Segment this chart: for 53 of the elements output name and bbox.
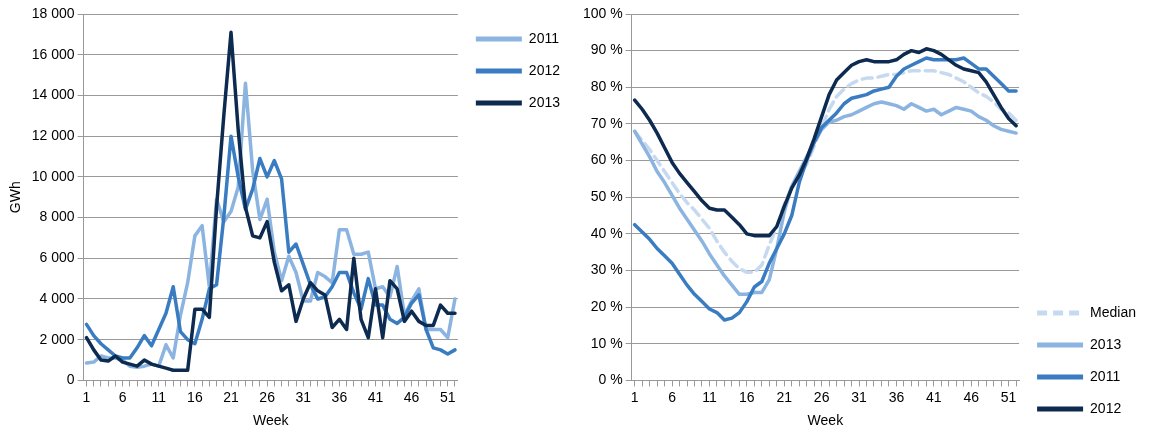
x-tick-label: 31: [851, 388, 868, 405]
y-tick-label: 50 %: [590, 188, 623, 205]
x-tick-label: 46: [403, 388, 420, 405]
y-tick-label: 12 000: [31, 126, 75, 143]
x-axis-title: Week: [807, 412, 845, 429]
x-tick-label: 1: [630, 388, 639, 405]
x-tick-label: 46: [963, 388, 980, 405]
y-tick-label: 60 %: [590, 151, 623, 168]
y-tick-label: 40 %: [590, 224, 623, 241]
y-tick-label: 6 000: [39, 249, 75, 266]
x-tick-label: 51: [1000, 388, 1017, 405]
x-tick-label: 6: [668, 388, 677, 405]
y-tick-label: 16 000: [31, 45, 75, 62]
x-tick-label: 31: [295, 388, 312, 405]
x-tick-label: 41: [926, 388, 942, 405]
y-tick-label: 4 000: [39, 289, 75, 306]
legend-label: 2013: [1090, 335, 1122, 352]
y-tick-label: 100 %: [582, 4, 623, 21]
y-tick-label: 90 %: [590, 41, 623, 58]
y-tick-label: 30 %: [590, 261, 623, 278]
x-tick-label: 26: [259, 388, 276, 405]
x-tick-label: 51: [439, 388, 456, 405]
y-tick-label: 18 000: [31, 4, 75, 21]
legend-label: 2011: [528, 29, 560, 46]
x-tick-label: 16: [739, 388, 755, 405]
x-tick-label: 26: [813, 388, 830, 405]
y-tick-label: 10 000: [31, 167, 75, 184]
y-tick-label: 0 %: [598, 371, 623, 388]
x-tick-label: 36: [888, 388, 905, 405]
x-tick-label: 16: [187, 388, 203, 405]
y-axis-title: GWh: [7, 181, 24, 214]
y-tick-label: 10 %: [590, 334, 623, 351]
x-tick-label: 11: [702, 388, 717, 405]
legend-label: Median: [1090, 303, 1136, 320]
legend-label: 2012: [528, 61, 561, 78]
y-tick-label: 14 000: [31, 86, 75, 103]
legend-label: 2011: [1090, 367, 1121, 384]
y-tick-label: 20 %: [590, 297, 623, 314]
x-tick-label: 21: [223, 388, 239, 405]
x-tick-label: 1: [82, 388, 91, 405]
y-tick-label: 70 %: [590, 114, 623, 131]
x-tick-label: 6: [118, 388, 127, 405]
x-tick-label: 41: [367, 388, 384, 405]
y-tick-label: 2 000: [39, 330, 75, 347]
x-tick-label: 36: [331, 388, 348, 405]
legend-label: 2012: [1090, 399, 1122, 416]
x-axis-title: Week: [252, 412, 290, 429]
x-tick-label: 11: [151, 388, 167, 405]
legend-label: 2013: [528, 93, 561, 110]
y-tick-label: 8 000: [39, 208, 75, 225]
y-tick-label: 0: [66, 371, 75, 388]
y-tick-label: 80 %: [590, 78, 623, 95]
x-tick-label: 21: [776, 388, 793, 405]
